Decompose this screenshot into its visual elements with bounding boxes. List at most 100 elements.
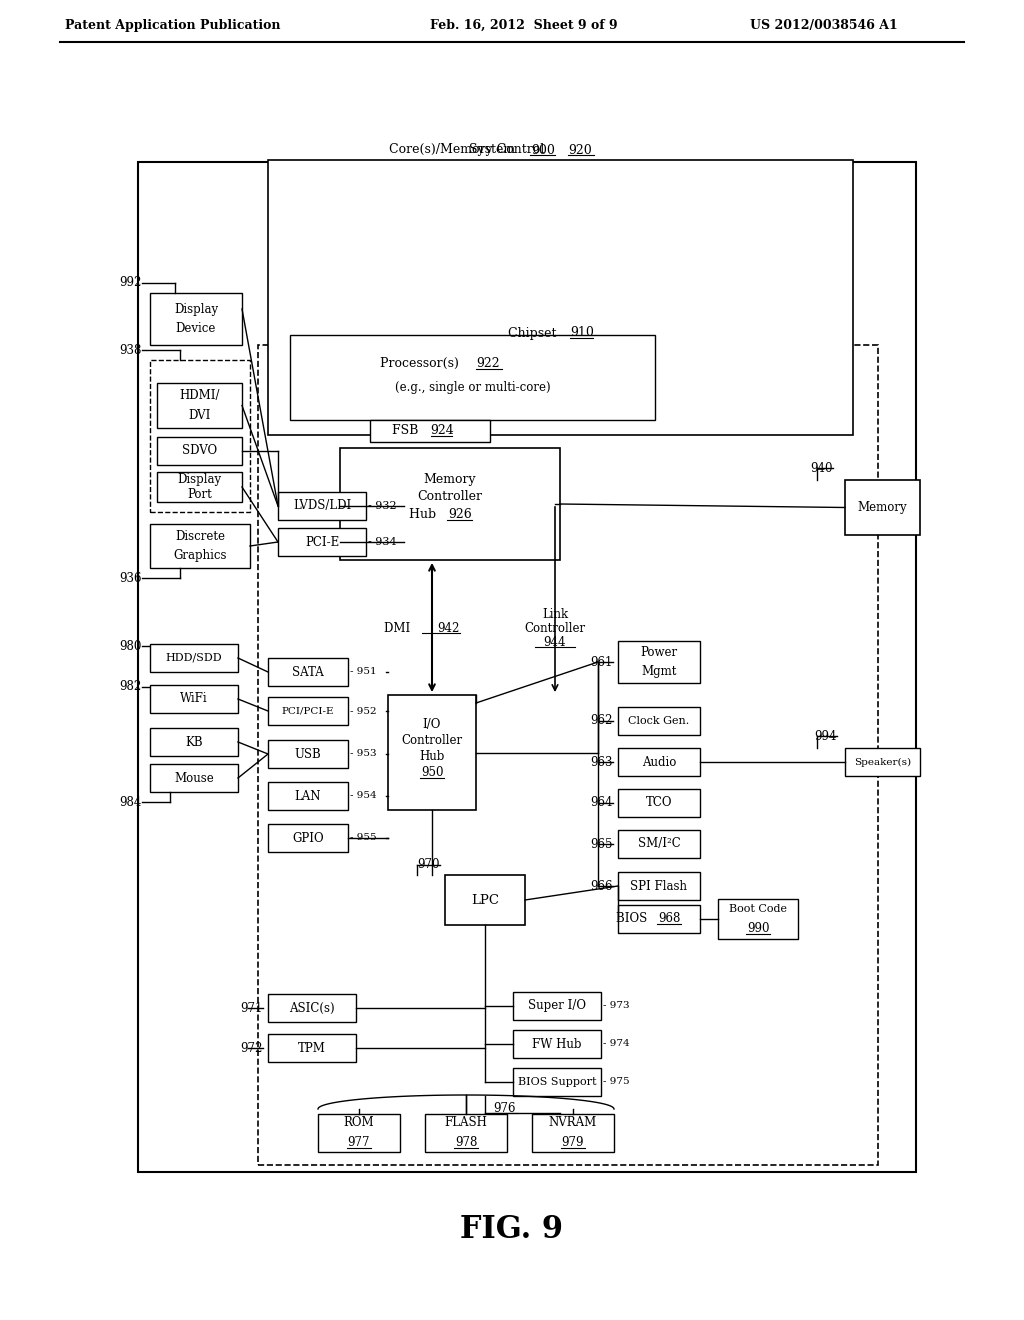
Text: 965: 965 (591, 837, 613, 850)
Bar (290, 335, 655, 420)
Text: - 975: - 975 (603, 1077, 630, 1086)
Bar (150, 729, 238, 756)
Text: 990: 990 (746, 923, 769, 936)
Text: Patent Application Publication: Patent Application Publication (65, 18, 281, 32)
Bar (138, 162, 916, 1172)
Text: NVRAM: NVRAM (549, 1117, 597, 1130)
Text: Boot Code: Boot Code (729, 904, 787, 913)
Bar (268, 781, 348, 810)
Text: - 951: - 951 (350, 668, 377, 676)
Text: - 934: - 934 (368, 537, 396, 546)
Text: TCO: TCO (646, 796, 672, 809)
Text: Chipset: Chipset (508, 326, 560, 339)
Text: GPIO: GPIO (292, 832, 324, 845)
Bar (618, 642, 700, 682)
Text: 982: 982 (120, 681, 142, 693)
Bar (268, 160, 853, 436)
Text: FW Hub: FW Hub (532, 1038, 582, 1051)
Text: 938: 938 (120, 343, 142, 356)
Bar (278, 492, 366, 520)
Text: Audio: Audio (642, 755, 676, 768)
Text: 922: 922 (477, 356, 501, 370)
Bar (150, 524, 250, 568)
Text: Mgmt: Mgmt (641, 665, 677, 678)
Bar (150, 644, 238, 672)
Text: I/O: I/O (423, 718, 441, 731)
Bar (318, 1114, 400, 1152)
Text: HDD/SDD: HDD/SDD (166, 653, 222, 663)
Text: Memory: Memory (424, 474, 476, 487)
Text: LVDS/LDI: LVDS/LDI (293, 499, 351, 512)
Text: 978: 978 (455, 1137, 477, 1150)
Text: USB: USB (295, 747, 322, 760)
Text: 968: 968 (657, 912, 680, 925)
Bar (718, 899, 798, 939)
Text: Speaker(s): Speaker(s) (854, 758, 911, 767)
Bar (278, 528, 366, 556)
Text: LPC: LPC (471, 894, 499, 907)
Text: 980: 980 (120, 639, 142, 652)
Text: Controller: Controller (524, 622, 586, 635)
Text: PCI-E: PCI-E (305, 536, 339, 549)
Bar (845, 748, 920, 776)
Text: 961: 961 (591, 656, 613, 668)
Bar (445, 875, 525, 925)
Text: Memory: Memory (858, 502, 907, 513)
Bar (150, 293, 242, 345)
Bar (513, 1030, 601, 1059)
Text: Core(s)/Memory Control: Core(s)/Memory Control (389, 144, 549, 157)
Text: 992: 992 (120, 276, 142, 289)
Text: 971: 971 (241, 1002, 263, 1015)
Text: PCI/PCI-E: PCI/PCI-E (282, 706, 334, 715)
Bar (268, 697, 348, 725)
Text: Link: Link (542, 607, 568, 620)
Text: 924: 924 (430, 425, 454, 437)
Bar (150, 685, 238, 713)
Bar (268, 1034, 356, 1063)
Text: - 973: - 973 (603, 1002, 630, 1011)
Bar (157, 437, 242, 465)
Text: FIG. 9: FIG. 9 (461, 1214, 563, 1246)
Text: SATA: SATA (292, 665, 324, 678)
Text: Feb. 16, 2012  Sheet 9 of 9: Feb. 16, 2012 Sheet 9 of 9 (430, 18, 617, 32)
Text: WiFi: WiFi (180, 693, 208, 705)
Bar (618, 830, 700, 858)
Bar (150, 764, 238, 792)
Text: Graphics: Graphics (173, 549, 226, 562)
Text: - 932: - 932 (368, 502, 396, 511)
Text: 977: 977 (348, 1137, 371, 1150)
Text: DMI: DMI (384, 622, 414, 635)
Text: Device: Device (176, 322, 216, 335)
Text: Controller: Controller (418, 490, 482, 503)
Text: Discrete: Discrete (175, 529, 225, 543)
Bar (845, 480, 920, 535)
Bar (268, 994, 356, 1022)
Text: Hub: Hub (409, 507, 440, 520)
Text: 910: 910 (570, 326, 594, 339)
Text: 900: 900 (531, 144, 555, 157)
Text: 984: 984 (120, 796, 142, 808)
Bar (425, 1114, 507, 1152)
Text: - 974: - 974 (603, 1040, 630, 1048)
Text: FLASH: FLASH (444, 1117, 487, 1130)
Bar (618, 873, 700, 900)
Text: ROM: ROM (344, 1117, 375, 1130)
Bar (388, 696, 476, 810)
Text: Port: Port (187, 488, 212, 502)
Bar (370, 420, 490, 442)
Bar (157, 383, 242, 428)
Bar (258, 345, 878, 1166)
Text: SM/I²C: SM/I²C (638, 837, 680, 850)
Bar (157, 473, 242, 502)
Text: 926: 926 (449, 507, 472, 520)
Text: - 954: - 954 (350, 792, 377, 800)
Text: - 955: - 955 (350, 833, 377, 842)
Bar (268, 741, 348, 768)
Text: (e.g., single or multi-core): (e.g., single or multi-core) (394, 381, 550, 393)
Text: BIOS Support: BIOS Support (518, 1077, 596, 1086)
Text: 966: 966 (591, 879, 613, 892)
Text: 962: 962 (591, 714, 613, 727)
Bar (268, 657, 348, 686)
Text: 970: 970 (418, 858, 440, 871)
Text: 964: 964 (591, 796, 613, 809)
